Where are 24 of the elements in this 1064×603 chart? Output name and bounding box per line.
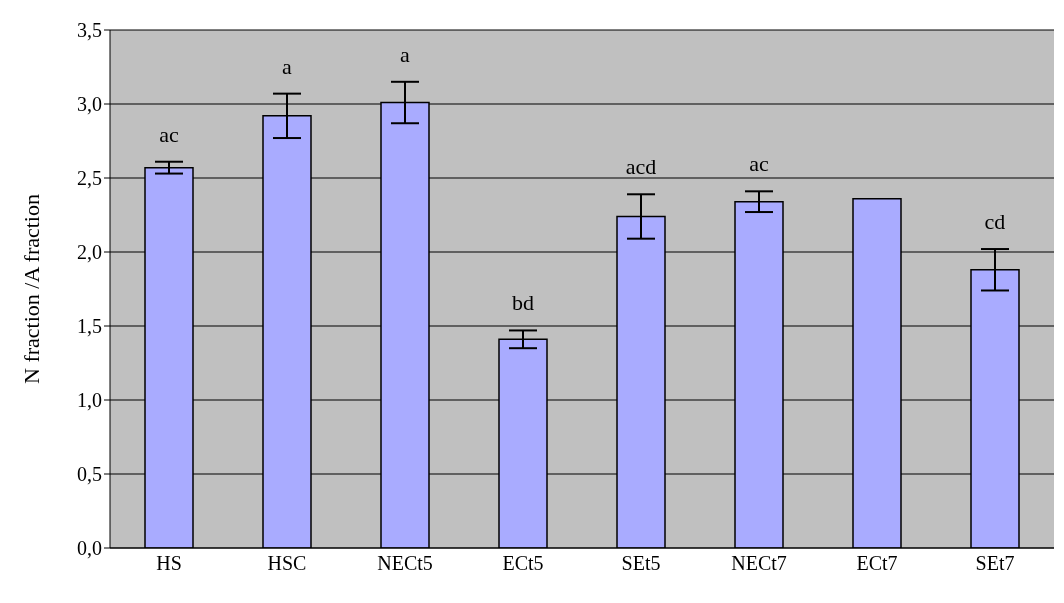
x-tick-label: SEt5	[621, 552, 661, 575]
y-tick-label: 1,0	[77, 389, 102, 412]
data-label: a	[282, 53, 293, 79]
data-label: bd	[512, 290, 534, 316]
y-tick-label: 0,0	[77, 537, 102, 560]
x-tick-label: ECt5	[502, 552, 544, 575]
y-axis-title: N fraction /A fraction	[18, 194, 44, 384]
x-tick-label: NECt7	[731, 552, 787, 575]
x-tick-label: SEt7	[975, 552, 1015, 575]
y-tick-label: 3,5	[77, 19, 102, 42]
x-tick-label: NECt5	[377, 552, 433, 575]
y-tick-label: 3,0	[77, 93, 102, 116]
data-label: acd	[625, 154, 657, 180]
y-tick-label: 2,5	[77, 167, 102, 190]
data-label: a	[400, 41, 411, 67]
y-tick-label: 2,0	[77, 241, 102, 264]
data-label: ac	[159, 121, 179, 147]
x-tick-label: HS	[156, 552, 182, 575]
y-tick-label: 1,5	[77, 315, 102, 338]
data-label: ac	[749, 151, 769, 177]
y-tick-label: 0,5	[77, 463, 102, 486]
x-tick-label: ECt7	[856, 552, 898, 575]
x-tick-label: HSC	[267, 552, 307, 575]
data-label: cd	[984, 209, 1006, 235]
